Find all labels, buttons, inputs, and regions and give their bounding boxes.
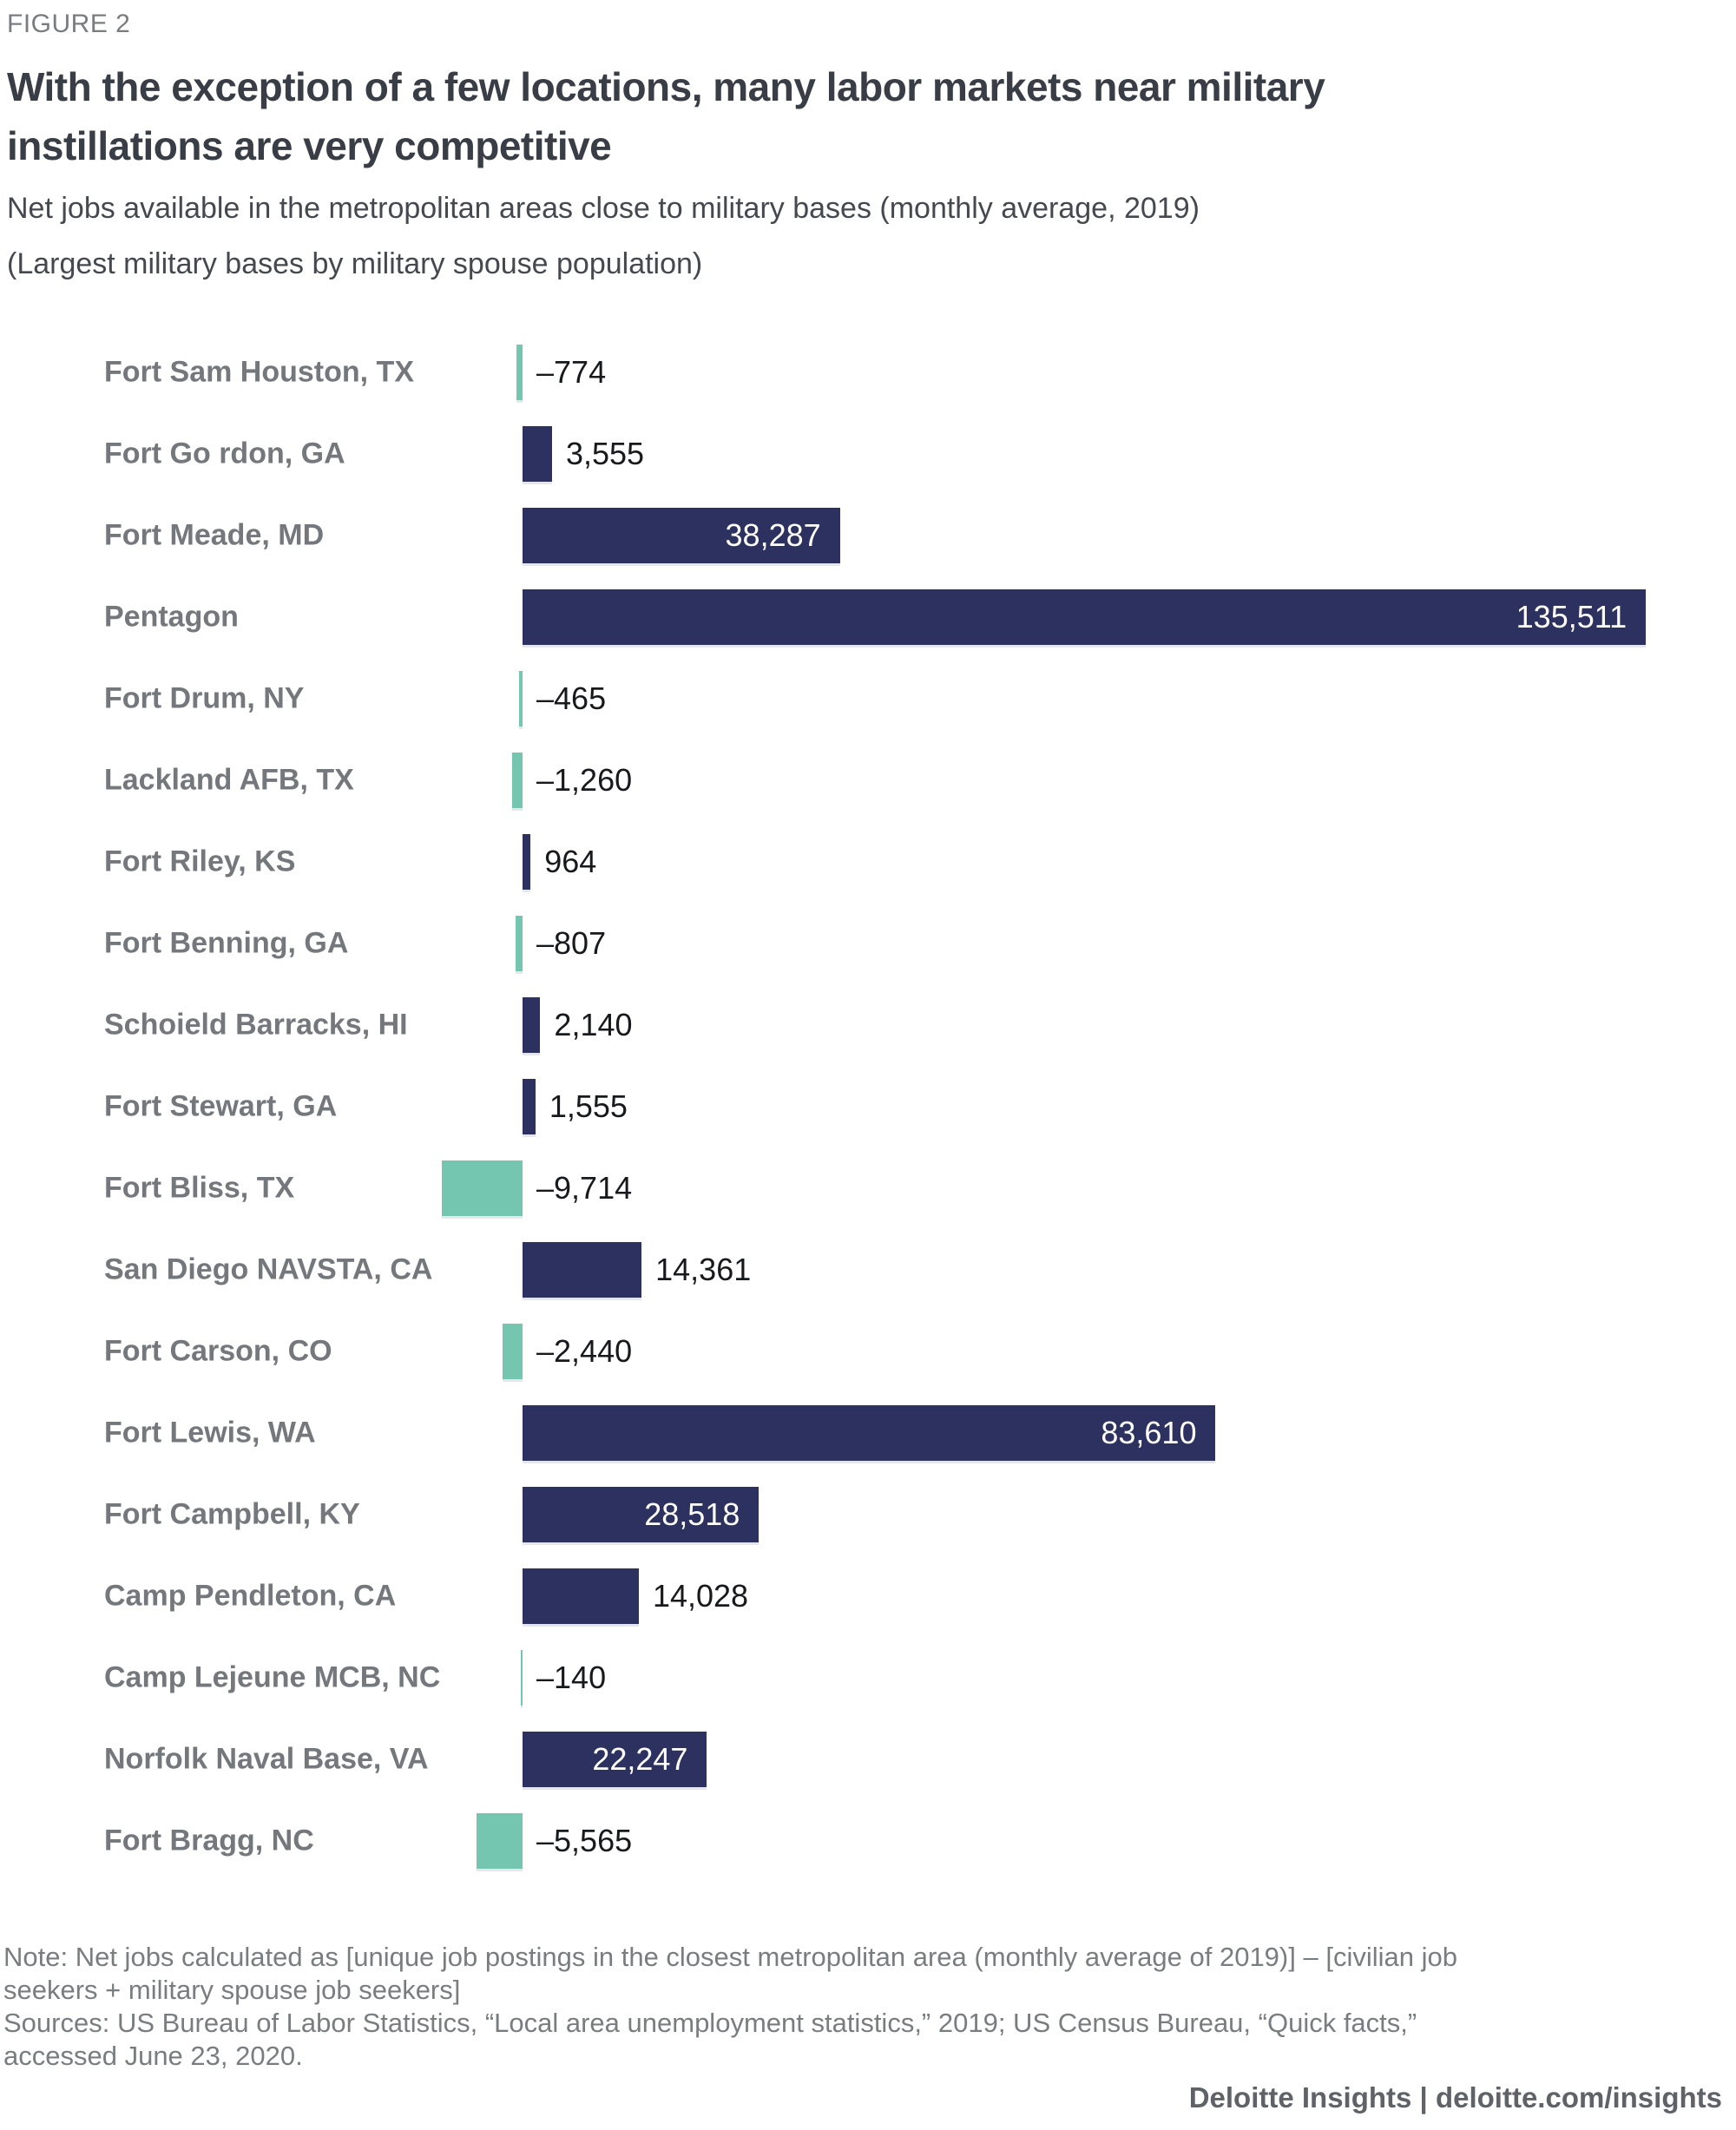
figure-footer: Note: Net jobs calculated as [unique job… [0, 1941, 1736, 2114]
note-line-1: Note: Net jobs calculated as [unique job… [3, 1942, 1457, 1972]
bar [523, 426, 552, 482]
note-line-2: seekers + military spouse job seekers] [3, 1975, 461, 2005]
row-category-label: San Diego NAVSTA, CA [104, 1252, 433, 1286]
bar [518, 671, 523, 726]
bar-value-label: 135,511 [1516, 599, 1628, 634]
chart-row: San Diego NAVSTA, CA 14,361 [0, 1229, 1736, 1311]
bar-value-label: –5,565 [536, 1823, 633, 1858]
figure-header: FIGURE 2 With the exception of a few loc… [0, 0, 1736, 283]
row-category-label: Fort Go rdon, GA [104, 437, 345, 470]
bar [502, 1324, 523, 1379]
bar [523, 834, 531, 890]
chart-row: Fort Meade, MD 38,287 [0, 495, 1736, 576]
figure-title-line-1: With the exception of a few locations, m… [7, 64, 1325, 109]
bar-value-label: –807 [536, 925, 607, 961]
chart-row: Pentagon 135,511 [0, 576, 1736, 658]
bar-value-label: 83,610 [1101, 1415, 1197, 1450]
row-category-label: Norfolk Naval Base, VA [104, 1742, 429, 1776]
figure-subtitle: Net jobs available in the metropolitan a… [7, 192, 1200, 225]
bar [442, 1160, 523, 1216]
row-category-label: Camp Pendleton, CA [104, 1579, 397, 1613]
bar [523, 1079, 536, 1134]
bar [516, 345, 523, 400]
row-category-label: Fort Campbell, KY [104, 1497, 360, 1531]
row-category-label: Fort Meade, MD [104, 518, 325, 552]
bar-value-label: –9,714 [536, 1170, 633, 1206]
row-category-label: Fort Carson, CO [104, 1334, 332, 1368]
chart-row: Schoield Barracks, HI 2,140 [0, 984, 1736, 1066]
bar-value-label: –774 [536, 354, 607, 390]
chart-row: Fort Benning, GA –807 [0, 903, 1736, 984]
chart-row: Norfolk Naval Base, VA 22,247 [0, 1719, 1736, 1800]
chart-row: Fort Bragg, NC –5,565 [0, 1800, 1736, 1882]
row-category-label: Fort Stewart, GA [104, 1089, 338, 1123]
chart-row: Fort Drum, NY –465 [0, 658, 1736, 740]
bar [523, 1405, 1216, 1461]
bar-value-label: 28,518 [644, 1496, 740, 1532]
chart-row: Fort Campbell, KY 28,518 [0, 1474, 1736, 1555]
row-category-label: Fort Lewis, WA [104, 1416, 316, 1450]
chart-row: Fort Stewart, GA 1,555 [0, 1066, 1736, 1147]
bar-value-label: –465 [536, 680, 607, 716]
row-category-label: Fort Bragg, NC [104, 1824, 314, 1857]
row-category-label: Schoield Barracks, HI [104, 1008, 408, 1042]
chart-row: Camp Pendleton, CA 14,028 [0, 1555, 1736, 1637]
figure-title: With the exception of a few locations, m… [7, 57, 1727, 175]
bar-value-label: –140 [536, 1660, 607, 1695]
bar-value-label: 14,028 [652, 1578, 749, 1614]
chart-row: Fort Go rdon, GA 3,555 [0, 413, 1736, 495]
row-category-label: Fort Riley, KS [104, 845, 296, 878]
deloitte-insights-branding: Deloitte Insights | deloitte.com/insight… [1188, 2081, 1722, 2114]
row-category-label: Camp Lejeune MCB, NC [104, 1660, 441, 1694]
row-category-label: Pentagon [104, 600, 239, 634]
chart-row: Fort Riley, KS 964 [0, 821, 1736, 903]
bar [523, 1242, 642, 1298]
chart-row: Lackland AFB, TX –1,260 [0, 740, 1736, 821]
bar-value-label: –1,260 [536, 762, 633, 798]
chart-row: Fort Sam Houston, TX –774 [0, 332, 1736, 413]
bar-value-label: 1,555 [549, 1088, 628, 1124]
bar-value-label: 38,287 [725, 517, 821, 553]
chart-row: Camp Lejeune MCB, NC –140 [0, 1637, 1736, 1719]
bar [523, 1732, 707, 1787]
row-category-label: Fort Benning, GA [104, 926, 349, 960]
figure-label: FIGURE 2 [7, 10, 131, 38]
chart-row: Fort Lewis, WA 83,610 [0, 1392, 1736, 1474]
row-category-label: Fort Drum, NY [104, 681, 305, 715]
bar [523, 1568, 639, 1624]
bar [523, 508, 840, 563]
sources-line-1: Sources: US Bureau of Labor Statistics, … [3, 2008, 1417, 2038]
bar-chart: Fort Sam Houston, TX –774 Fort Go rdon, … [0, 332, 1736, 1882]
bar [523, 589, 1647, 645]
row-category-label: Fort Bliss, TX [104, 1171, 295, 1205]
bar-value-label: 14,361 [655, 1252, 752, 1287]
bar-value-label: 964 [544, 844, 597, 879]
chart-row: Fort Bliss, TX –9,714 [0, 1147, 1736, 1229]
bar-value-label: 3,555 [565, 436, 645, 471]
bar [476, 1813, 523, 1869]
bar [523, 1487, 760, 1542]
bar [523, 997, 541, 1053]
chart-row: Fort Carson, CO –2,440 [0, 1311, 1736, 1392]
row-category-label: Lackland AFB, TX [104, 763, 354, 797]
bar [511, 753, 523, 808]
figure-title-line-2: instillations are very competitive [7, 123, 612, 168]
sources-line-2: accessed June 23, 2020. [3, 2041, 303, 2071]
row-category-label: Fort Sam Houston, TX [104, 355, 414, 389]
bar-value-label: 2,140 [554, 1007, 633, 1042]
bar [521, 1650, 523, 1706]
figure-subtitle-secondary: (Largest military bases by military spou… [7, 247, 703, 280]
bar-value-label: –2,440 [536, 1333, 633, 1369]
bar [516, 916, 523, 971]
bar-value-label: 22,247 [592, 1741, 688, 1777]
